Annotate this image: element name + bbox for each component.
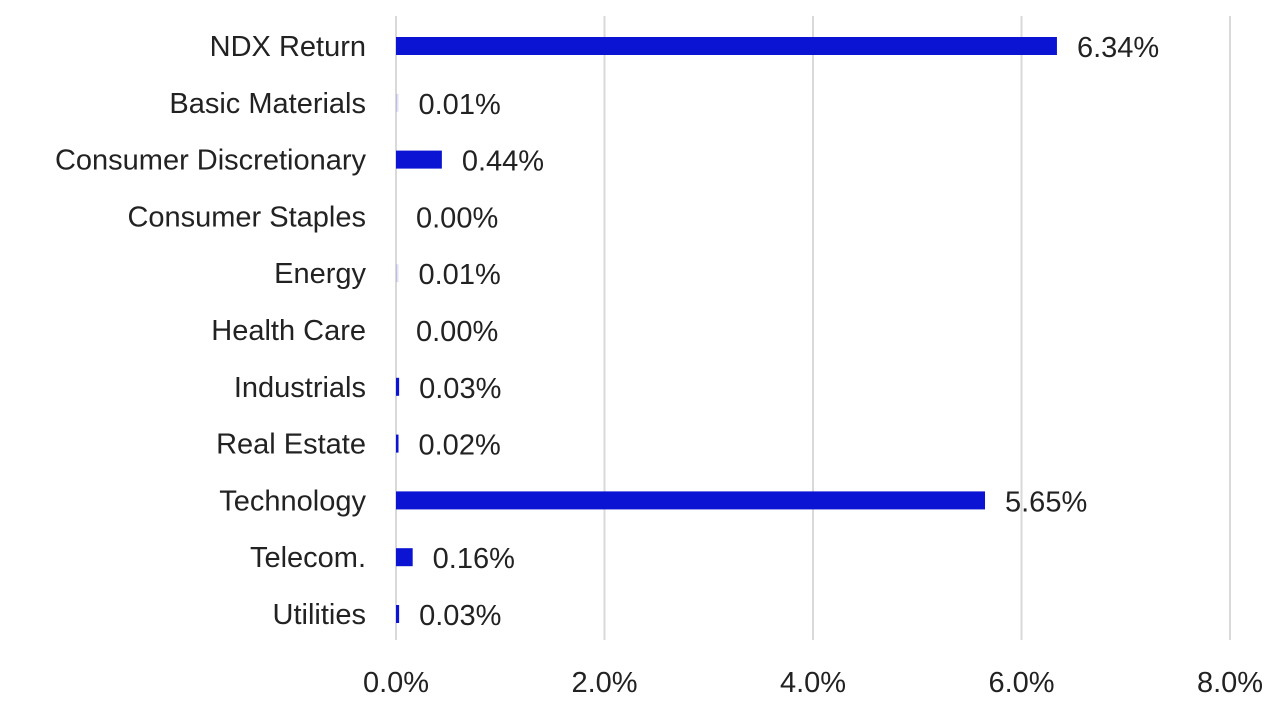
bar-8 (396, 491, 986, 510)
value-label-1: 0.01% (419, 89, 501, 121)
category-label-2: Consumer Discretionary (55, 145, 367, 177)
bar-0 (396, 37, 1057, 55)
category-label-1: Basic Materials (169, 88, 366, 120)
gridlines (395, 16, 1231, 640)
category-label-3: Consumer Staples (127, 201, 366, 233)
category-labels: NDX Return Basic Materials Consumer Discre… (55, 31, 367, 631)
x-tick-label-4: 8.0% (1197, 667, 1263, 699)
value-label-4: 0.01% (419, 259, 501, 291)
value-label-10: 0.03% (419, 600, 501, 632)
value-label-3: 0.00% (416, 202, 498, 234)
value-label-6: 0.03% (419, 373, 501, 405)
category-label-0: NDX Return (210, 31, 366, 63)
category-label-6: Industrials (234, 372, 366, 404)
bar-2 (396, 150, 442, 169)
x-tick-label-3: 6.0% (988, 667, 1054, 699)
category-label-7: Real Estate (216, 429, 366, 461)
bar-7 (396, 434, 399, 453)
x-tick-label-0: 0.0% (363, 667, 429, 699)
x-axis-tick-labels: 0.0% 2.0% 4.0% 6.0% 8.0% (363, 667, 1263, 699)
value-label-7: 0.02% (419, 430, 501, 462)
category-label-4: Energy (274, 258, 366, 290)
category-label-9: Telecom. (250, 542, 366, 574)
bar-4 (396, 264, 399, 283)
bar-6 (396, 377, 400, 396)
bar-9 (396, 548, 413, 567)
value-label-9: 0.16% (433, 543, 515, 575)
category-label-8: Technology (219, 485, 366, 517)
value-label-8: 5.65% (1005, 486, 1087, 518)
x-tick-label-1: 2.0% (571, 667, 637, 699)
category-label-10: Utilities (273, 599, 366, 631)
x-tick-label-2: 4.0% (780, 667, 846, 699)
category-label-5: Health Care (211, 315, 366, 347)
bar-10 (396, 605, 400, 623)
value-label-2: 0.44% (462, 146, 544, 178)
value-label-0: 6.34% (1077, 32, 1159, 64)
bars (396, 37, 1057, 623)
value-labels: 6.34% 0.01% 0.44% 0.00% 0.01% 0.00% 0.03% 0.02%… (416, 32, 1159, 632)
value-label-5: 0.00% (416, 316, 498, 348)
bar-1 (396, 93, 399, 112)
